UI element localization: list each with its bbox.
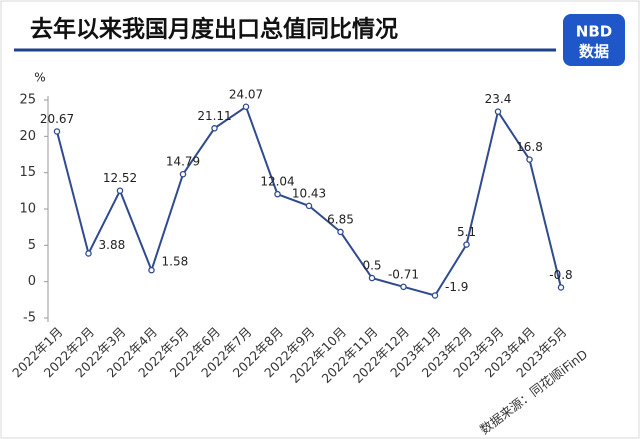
- data-label: 5.1: [457, 225, 476, 239]
- marker: [85, 250, 92, 257]
- y-tick-label: 10: [19, 202, 36, 217]
- data-label: 20.67: [40, 112, 74, 126]
- data-label: 24.07: [229, 87, 263, 101]
- y-tick-label: -5: [23, 311, 36, 326]
- data-label: 16.8: [516, 140, 543, 154]
- marker: [337, 228, 344, 236]
- logo-brand: NBD: [576, 23, 612, 41]
- y-axis-label: %: [34, 71, 45, 85]
- marker: [211, 125, 218, 132]
- marker: [557, 284, 565, 291]
- logo-label: 数据: [579, 43, 609, 61]
- data-label: 1.58: [162, 255, 189, 269]
- marker: [305, 202, 313, 210]
- y-tick-label: 0: [28, 274, 36, 289]
- data-label: -0.71: [388, 267, 419, 281]
- marker: [494, 108, 502, 115]
- y-tick-label: 15: [19, 165, 36, 180]
- y-tick-label: 5: [28, 238, 36, 253]
- marker: [53, 128, 61, 135]
- data-label: 21.11: [197, 109, 231, 123]
- chart-title: 去年以来我国月度出口总值同比情况: [30, 16, 398, 43]
- data-label: 0.5: [362, 259, 381, 273]
- y-tick-label: 25: [19, 93, 36, 108]
- y-tick-label: 20: [19, 129, 36, 144]
- data-label: 3.88: [99, 238, 126, 252]
- data-label: 10.43: [292, 186, 326, 200]
- data-label: 23.4: [485, 92, 512, 106]
- marker: [431, 292, 439, 299]
- marker: [274, 190, 281, 198]
- data-label: 14.79: [166, 155, 200, 169]
- marker: [368, 274, 376, 282]
- marker: [526, 156, 533, 163]
- data-label: 12.04: [260, 175, 294, 189]
- logo: [563, 14, 625, 66]
- marker: [463, 241, 470, 248]
- data-label: -1.9: [445, 280, 468, 294]
- data-label: 12.52: [103, 171, 137, 185]
- marker: [179, 170, 187, 178]
- marker: [116, 187, 124, 194]
- marker: [148, 266, 155, 274]
- marker: [400, 283, 407, 291]
- data-label: -0.8: [549, 268, 572, 282]
- marker: [242, 103, 250, 111]
- data-label: 6.85: [327, 212, 354, 226]
